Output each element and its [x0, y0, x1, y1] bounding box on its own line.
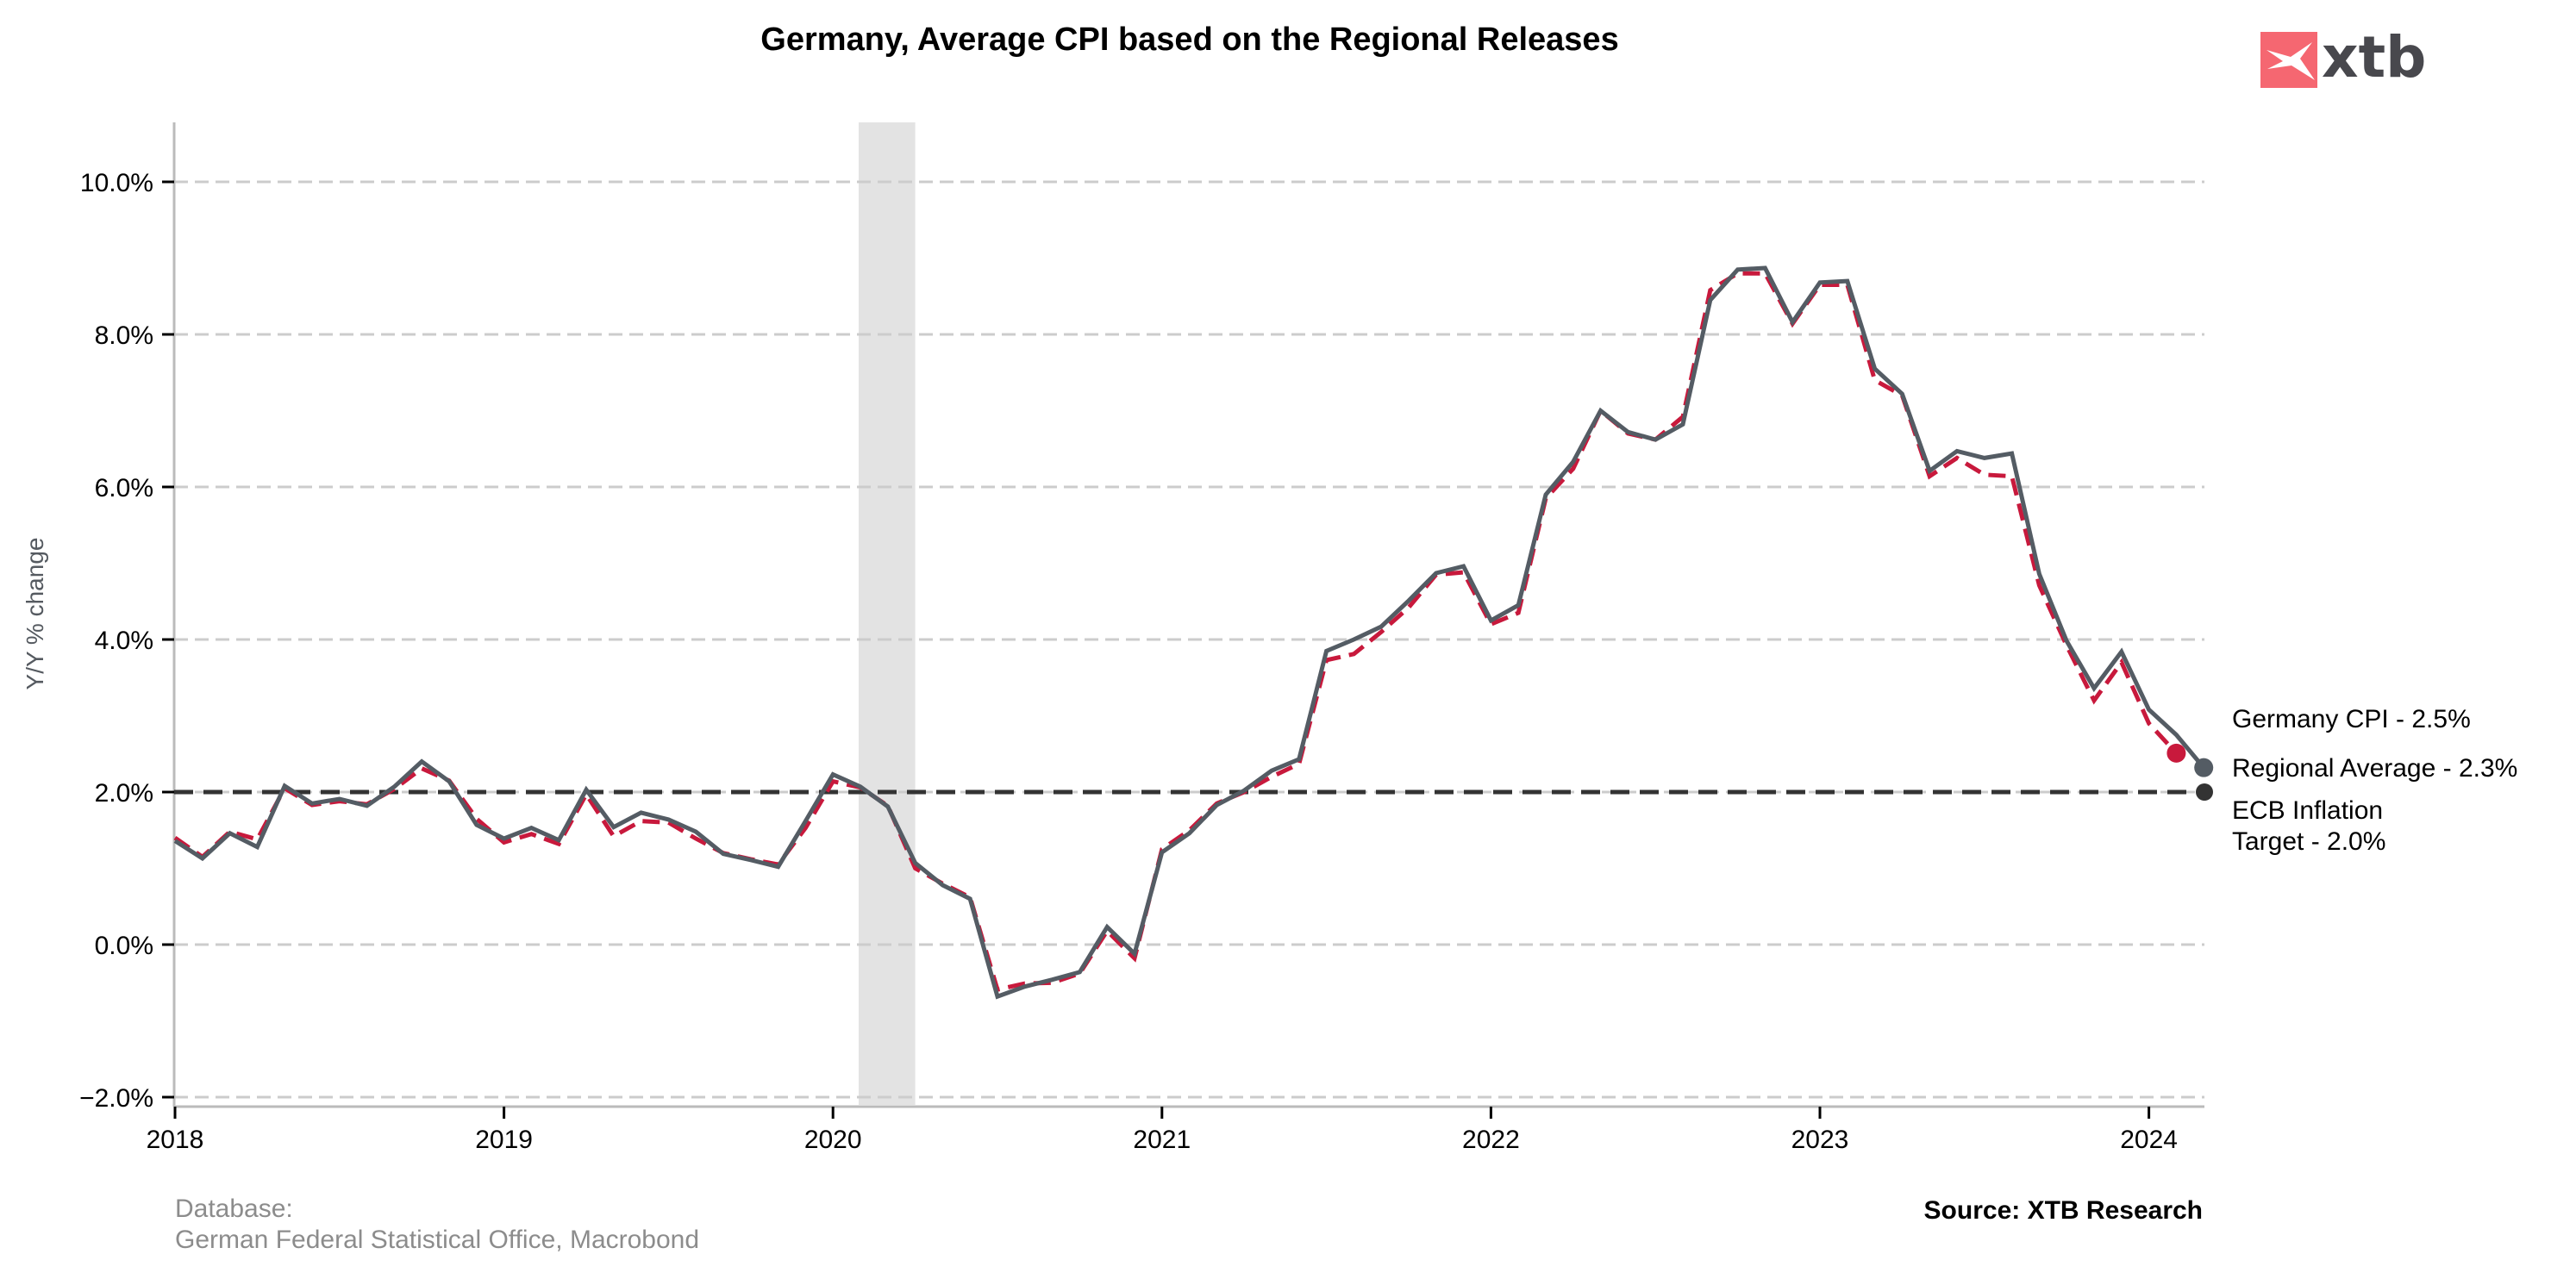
logo-text: xtb — [2322, 24, 2426, 90]
x-ticks: 2018 2019 2020 2021 2022 2023 2024 — [147, 1107, 2178, 1154]
y-tick-label: 6.0% — [95, 474, 153, 502]
recession-shading-layer — [859, 122, 916, 1105]
y-tick-label: 10.0% — [80, 169, 153, 197]
germany-cpi-end-marker — [2166, 743, 2186, 763]
footer-database-label: Database: — [175, 1195, 293, 1223]
logo-x-icon — [2267, 42, 2315, 80]
end-label-germany-cpi: Germany CPI - 2.5% — [2232, 705, 2471, 733]
regional-average-end-marker — [2194, 758, 2214, 777]
series — [173, 265, 2214, 1000]
x-tick-label: 2023 — [1791, 1126, 1849, 1154]
x-tick-label: 2022 — [1462, 1126, 1520, 1154]
axes — [172, 122, 2204, 1108]
x-tick-label: 2018 — [147, 1126, 204, 1154]
y-tick-label: 0.0% — [95, 932, 153, 960]
germany-cpi-line — [173, 271, 2179, 993]
y-tick-label: −2.0% — [79, 1084, 153, 1113]
end-label-regional-average: Regional Average - 2.3% — [2232, 754, 2517, 783]
footer-source: Source: XTB Research — [1924, 1196, 2203, 1225]
y-tick-label: 4.0% — [95, 627, 153, 655]
regional-average-line — [173, 265, 2206, 1000]
gridlines — [174, 180, 2204, 1099]
recession-shade — [859, 122, 916, 1105]
chart-title: Germany, Average CPI based on the Region… — [760, 22, 1618, 58]
y-tick-label: 2.0% — [95, 779, 153, 808]
x-tick-label: 2021 — [1133, 1126, 1191, 1154]
xtb-logo: xtb — [2260, 24, 2426, 90]
x-tick-label: 2019 — [475, 1126, 533, 1154]
y-tick-label: 8.0% — [95, 321, 153, 350]
end-label-ecb-target-line1: ECB Inflation — [2232, 796, 2383, 825]
end-label-ecb-target-line2: Target - 2.0% — [2232, 827, 2385, 856]
end-labels: Germany CPI - 2.5% Regional Average - 2.… — [2232, 705, 2517, 856]
ecb-target-end-marker — [2196, 783, 2213, 801]
footer-database-sources: German Federal Statistical Office, Macro… — [175, 1226, 699, 1254]
y-ticks: −2.0% 0.0% 2.0% 4.0% 6.0% 8.0% 10.0% — [79, 169, 174, 1113]
x-tick-label: 2024 — [2120, 1126, 2178, 1154]
x-tick-label: 2020 — [804, 1126, 862, 1154]
y-axis-label: Y/Y % change — [22, 538, 48, 690]
